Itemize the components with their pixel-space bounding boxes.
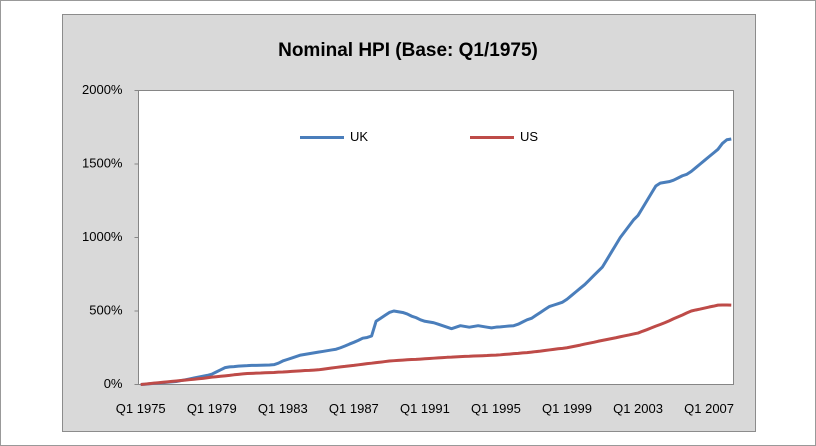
x-tick-label: Q1 1979 [187,401,237,416]
y-tick-label: 1500% [82,155,123,170]
legend-label: UK [350,129,368,144]
line-series [140,303,732,386]
y-tick-label: 500% [89,302,123,317]
x-tick-label: Q1 1975 [116,401,166,416]
y-tick-label: 0% [104,376,123,391]
x-tick-label: Q1 1987 [329,401,379,416]
y-tick-label: 1000% [82,229,123,244]
x-tick-label: Q1 2003 [613,401,663,416]
legend-label: US [520,129,538,144]
plot-area [138,90,734,385]
x-tick-label: Q1 1991 [400,401,450,416]
line-series [140,137,732,386]
x-tick-label: Q1 1999 [542,401,592,416]
chart-title: Nominal HPI (Base: Q1/1975) [278,40,538,61]
x-tick-label: Q1 1995 [471,401,521,416]
x-tick-label: Q1 2007 [684,401,734,416]
x-tick-label: Q1 1983 [258,401,308,416]
y-tick-label: 2000% [82,82,123,97]
